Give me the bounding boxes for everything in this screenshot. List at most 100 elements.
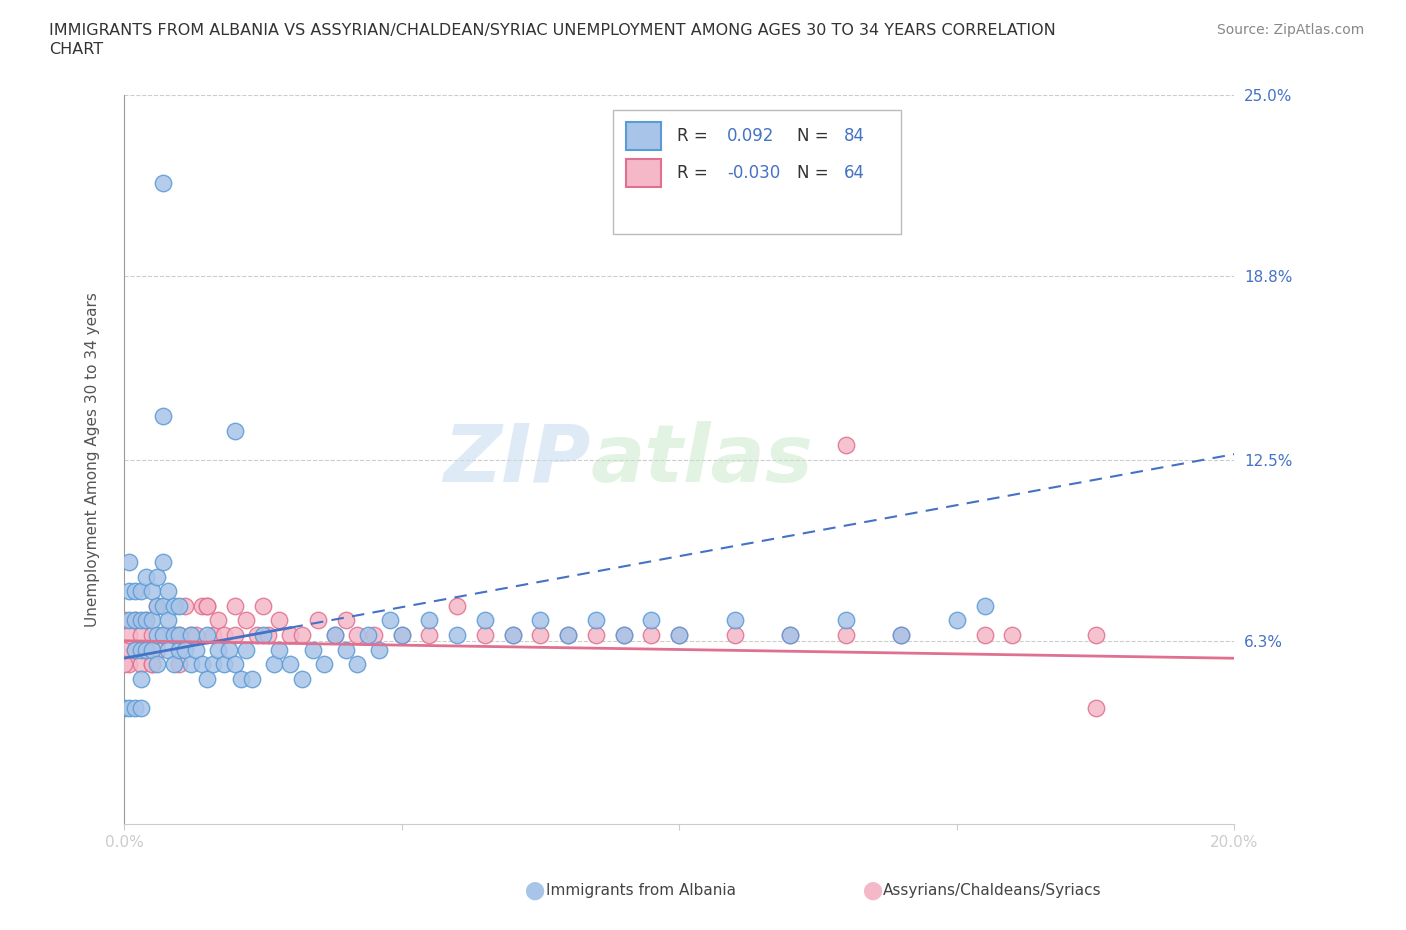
Point [235, 613, 257, 628]
Point [946, 613, 969, 628]
Point [323, 628, 346, 643]
Point [557, 628, 579, 643]
Point [129, 642, 152, 657]
Point [363, 628, 385, 643]
Point [195, 628, 218, 643]
Point [301, 642, 323, 657]
Point [118, 584, 141, 599]
Point [118, 628, 141, 643]
Point [124, 642, 146, 657]
Point [195, 598, 218, 613]
Point [163, 598, 186, 613]
Text: CHART: CHART [49, 42, 103, 57]
Point [240, 671, 263, 686]
Point [1084, 700, 1107, 715]
Point [380, 613, 402, 628]
Point [118, 554, 141, 569]
Point [218, 642, 240, 657]
Point [152, 598, 174, 613]
Point [184, 628, 207, 643]
Point [224, 657, 246, 671]
Point [157, 628, 180, 643]
Point [141, 642, 163, 657]
Text: -0.030: -0.030 [727, 164, 780, 181]
Point [446, 628, 468, 643]
Point [135, 642, 157, 657]
Point [502, 628, 524, 643]
Point [195, 671, 218, 686]
Point [152, 628, 174, 643]
Point [129, 700, 152, 715]
Point [257, 628, 280, 643]
Text: Assyrians/Chaldeans/Syriacs: Assyrians/Chaldeans/Syriacs [883, 884, 1101, 898]
Point [368, 642, 391, 657]
Text: atlas: atlas [591, 421, 813, 498]
Point [141, 628, 163, 643]
Point [346, 628, 368, 643]
Point [146, 598, 169, 613]
Point [141, 657, 163, 671]
Point [474, 613, 496, 628]
Point [418, 613, 440, 628]
Text: N =: N = [797, 127, 834, 145]
Point [890, 628, 912, 643]
Point [779, 628, 801, 643]
Point [163, 628, 186, 643]
Point [169, 628, 191, 643]
Point [391, 628, 413, 643]
Point [529, 613, 551, 628]
Point [502, 628, 524, 643]
FancyBboxPatch shape [626, 123, 661, 150]
Point [613, 628, 636, 643]
Point [201, 657, 224, 671]
Point [724, 628, 747, 643]
Point [269, 642, 291, 657]
Point [124, 700, 146, 715]
Point [163, 628, 186, 643]
Point [180, 628, 202, 643]
Point [180, 657, 202, 671]
Point [229, 671, 252, 686]
Point [973, 598, 995, 613]
Point [585, 628, 607, 643]
Text: 84: 84 [844, 127, 865, 145]
Point [180, 628, 202, 643]
Point [129, 613, 152, 628]
Point [118, 613, 141, 628]
Point [1084, 628, 1107, 643]
Point [135, 613, 157, 628]
Point [174, 642, 197, 657]
Point [263, 657, 285, 671]
Point [724, 613, 747, 628]
Point [391, 628, 413, 643]
Point [201, 628, 224, 643]
Point [640, 613, 662, 628]
Point [307, 613, 329, 628]
FancyBboxPatch shape [626, 159, 661, 187]
Point [973, 628, 995, 643]
Point [224, 423, 246, 438]
Text: Immigrants from Albania: Immigrants from Albania [546, 884, 735, 898]
Point [529, 628, 551, 643]
Point [280, 657, 302, 671]
Text: IMMIGRANTS FROM ALBANIA VS ASSYRIAN/CHALDEAN/SYRIAC UNEMPLOYMENT AMONG AGES 30 T: IMMIGRANTS FROM ALBANIA VS ASSYRIAN/CHAL… [49, 23, 1056, 38]
Point [418, 628, 440, 643]
Point [235, 642, 257, 657]
Point [135, 569, 157, 584]
Point [157, 584, 180, 599]
Point [224, 598, 246, 613]
Point [779, 628, 801, 643]
Point [152, 176, 174, 191]
Point [640, 628, 662, 643]
Point [169, 598, 191, 613]
Point [146, 642, 169, 657]
Point [184, 642, 207, 657]
Point [195, 598, 218, 613]
Point [474, 628, 496, 643]
Point [157, 613, 180, 628]
Point [124, 613, 146, 628]
Point [323, 628, 346, 643]
Text: R =: R = [676, 164, 713, 181]
Point [312, 657, 335, 671]
Point [124, 584, 146, 599]
